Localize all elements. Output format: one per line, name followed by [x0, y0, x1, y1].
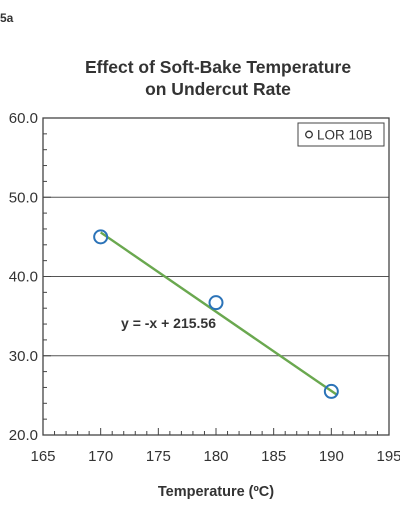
- y-tick-label-30: 30.0: [9, 348, 38, 365]
- y-axis-tick-labels: 20.0 30.0 40.0 50.0 60.0: [9, 110, 38, 444]
- y-tick-label-50: 50.0: [9, 189, 38, 206]
- legend: LOR 10B: [297, 122, 385, 147]
- x-tick-label-175: 175: [146, 448, 171, 465]
- x-tick-label-165: 165: [30, 448, 55, 465]
- data-point: [93, 229, 109, 245]
- x-tick-label-185: 185: [261, 448, 286, 465]
- x-tick-label-180: 180: [203, 448, 228, 465]
- data-point: [323, 383, 339, 399]
- x-axis-label: Temperature (ºC): [158, 484, 274, 500]
- chart-title-line-2: on Undercut Rate: [145, 79, 291, 99]
- chart-title-line-1: Effect of Soft-Bake Temperature: [85, 57, 351, 77]
- trendline-equation: y = -x + 215.56: [121, 315, 216, 331]
- trendline: [99, 231, 338, 396]
- legend-box: [297, 122, 385, 147]
- gridlines: [43, 196, 389, 357]
- data-points: [93, 229, 339, 399]
- x-tick-label-170: 170: [88, 448, 113, 465]
- plot-area-border: [42, 117, 390, 436]
- y-tick-label-60: 60.0: [9, 110, 38, 127]
- figure-label: 5a: [0, 11, 14, 25]
- y-tick-label-40: 40.0: [9, 269, 38, 286]
- x-tick-label-195: 195: [376, 448, 400, 465]
- legend-marker-icon: [305, 130, 313, 139]
- x-axis-tick-labels: 165 170 175 180 185 190 195: [30, 448, 400, 465]
- y-tick-label-20: 20.0: [9, 427, 38, 444]
- legend-entry: LOR 10B: [317, 128, 373, 143]
- x-tick-label-190: 190: [319, 448, 344, 465]
- data-point: [208, 295, 224, 311]
